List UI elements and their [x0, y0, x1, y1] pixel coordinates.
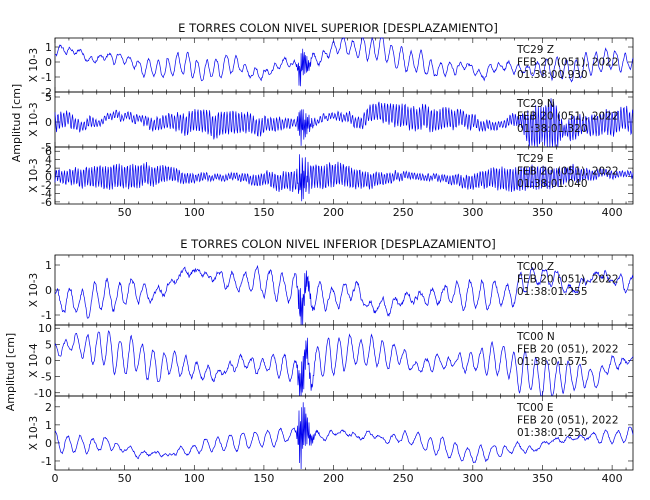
y-tick-label: 1 [45, 259, 52, 272]
station-label: TC00 E [516, 402, 553, 414]
trace-tc29-n [54, 98, 634, 148]
title-inferior: E TORRES COLON NIVEL INFERIOR [DESPLAZAM… [180, 237, 496, 251]
trace-tc00-n [54, 330, 634, 397]
station-label: TC00 N [516, 331, 555, 343]
date-label: FEB 20 (051), 2022 [517, 344, 619, 356]
x-tick-label: 0 [52, 472, 59, 485]
station-label: TC29 E [516, 153, 553, 165]
date-label: FEB 20 (051), 2022 [517, 415, 619, 427]
y-scale-label: X 10-4 [28, 343, 40, 378]
ylabel-inferior: Amplitud [cm] [4, 333, 17, 411]
y-tick-label: -1 [41, 71, 52, 84]
trace-tc29-e [54, 154, 634, 202]
y-tick-label: -2 [41, 179, 52, 192]
y-tick-label: -10 [34, 387, 52, 400]
time-label: 01:38:01.040 [517, 178, 588, 190]
x-tick-label: 300 [462, 472, 483, 485]
x-tick-label: 100 [184, 206, 205, 219]
x-tick-label: 150 [253, 206, 274, 219]
x-tick-label: 400 [602, 472, 623, 485]
y-tick-label: 5 [45, 91, 52, 104]
y-tick-label: 0 [45, 171, 52, 184]
x-tick-label: 150 [253, 472, 274, 485]
x-tick-label: 350 [532, 472, 553, 485]
y-scale-label: X 10-3 [28, 158, 40, 192]
x-tick-label: 100 [184, 472, 205, 485]
y-tick-label: 0 [45, 116, 52, 129]
y-tick-label: 0 [45, 56, 52, 69]
time-label: 01:38:01.320 [517, 123, 588, 135]
y-tick-label: -5 [41, 371, 52, 384]
date-label: FEB 20 (051), 2022 [517, 166, 619, 178]
station-label: TC00 Z [516, 261, 554, 273]
date-label: FEB 20 (051), 2022 [517, 111, 619, 123]
y-scale-label: X 10-3 [28, 416, 40, 450]
panel-frame [54, 395, 634, 471]
time-label: 01:38:01.255 [517, 286, 588, 298]
y-tick-label: 0 [45, 355, 52, 368]
trace-tc00-e [54, 402, 634, 470]
y-tick-label: 1 [45, 419, 52, 432]
time-label: 01:38:00.930 [517, 69, 588, 81]
y-tick-label: 0 [45, 437, 52, 450]
y-tick-label: -6 [41, 196, 52, 209]
y-scale-label: X 10-3 [28, 48, 40, 82]
y-tick-label: -4 [41, 187, 52, 200]
y-tick-label: -1 [41, 309, 52, 322]
station-label: TC29 N [516, 98, 555, 110]
station-label: TC29 Z [516, 44, 554, 56]
date-label: FEB 20 (051), 2022 [517, 57, 619, 69]
x-tick-label: 50 [118, 472, 132, 485]
y-tick-label: -5 [41, 141, 52, 154]
ylabel-superior: Amplitud [cm] [10, 84, 23, 162]
y-tick-label: -2 [41, 86, 52, 99]
trace-tc00-z [54, 264, 634, 326]
time-label: 01:38:01.250 [517, 427, 588, 439]
panel-frame [54, 146, 634, 205]
x-tick-label: 50 [118, 206, 132, 219]
x-tick-label: 300 [462, 206, 483, 219]
y-scale-label: X 10-3 [28, 102, 40, 136]
y-tick-label: 10 [38, 322, 52, 335]
y-tick-label: 4 [45, 154, 52, 167]
y-tick-label: 0 [45, 284, 52, 297]
x-tick-label: 350 [532, 206, 553, 219]
date-label: FEB 20 (051), 2022 [517, 274, 619, 286]
x-tick-label: 400 [602, 206, 623, 219]
trace-tc29-z [54, 36, 634, 87]
y-scale-label: X 10-3 [28, 273, 40, 307]
y-tick-label: 1 [45, 41, 52, 54]
x-tick-label: 200 [323, 206, 344, 219]
y-tick-label: -1 [41, 455, 52, 468]
x-tick-label: 250 [393, 472, 414, 485]
y-tick-label: 2 [45, 162, 52, 175]
x-tick-label: 250 [393, 206, 414, 219]
title-superior: E TORRES COLON NIVEL SUPERIOR [DESPLAZAM… [178, 21, 498, 35]
y-tick-label: 2 [45, 401, 52, 414]
y-tick-label: 5 [45, 338, 52, 351]
x-tick-label: 200 [323, 472, 344, 485]
time-label: 01:38:01.575 [517, 356, 588, 368]
y-tick-label: 6 [45, 145, 52, 158]
